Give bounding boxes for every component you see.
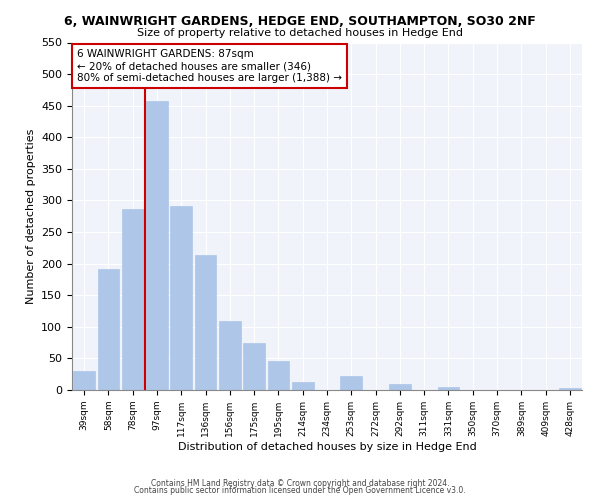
Text: 6 WAINWRIGHT GARDENS: 87sqm
← 20% of detached houses are smaller (346)
80% of se: 6 WAINWRIGHT GARDENS: 87sqm ← 20% of det… <box>77 50 342 82</box>
Bar <box>97 268 119 390</box>
X-axis label: Distribution of detached houses by size in Hedge End: Distribution of detached houses by size … <box>178 442 476 452</box>
Bar <box>437 387 460 390</box>
Text: 6, WAINWRIGHT GARDENS, HEDGE END, SOUTHAMPTON, SO30 2NF: 6, WAINWRIGHT GARDENS, HEDGE END, SOUTHA… <box>64 15 536 28</box>
Bar <box>122 208 143 390</box>
Bar <box>389 384 411 390</box>
Bar <box>219 320 241 390</box>
Bar <box>559 388 581 390</box>
Text: Size of property relative to detached houses in Hedge End: Size of property relative to detached ho… <box>137 28 463 38</box>
Text: Contains public sector information licensed under the Open Government Licence v3: Contains public sector information licen… <box>134 486 466 495</box>
Bar <box>268 361 289 390</box>
Bar <box>146 100 168 390</box>
Bar <box>194 256 217 390</box>
Bar <box>340 376 362 390</box>
Y-axis label: Number of detached properties: Number of detached properties <box>26 128 35 304</box>
Bar <box>170 206 192 390</box>
Bar <box>73 371 95 390</box>
Bar <box>292 382 314 390</box>
Text: Contains HM Land Registry data © Crown copyright and database right 2024.: Contains HM Land Registry data © Crown c… <box>151 478 449 488</box>
Bar <box>243 343 265 390</box>
